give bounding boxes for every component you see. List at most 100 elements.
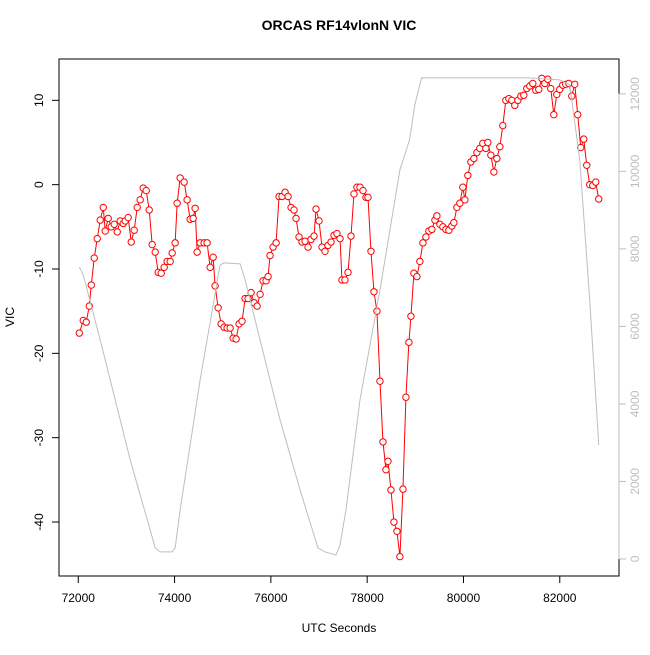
data-point — [387, 486, 395, 494]
data-point — [310, 232, 318, 240]
y-tick-label: 10 — [32, 93, 46, 107]
data-point — [193, 248, 201, 256]
y2-tick-label: 2000 — [628, 468, 642, 495]
data-point — [344, 268, 352, 277]
data-point — [496, 143, 504, 151]
data-point — [580, 135, 588, 143]
x-axis-label: UTC Seconds — [302, 621, 377, 635]
y2-tick-label: 10000 — [628, 154, 642, 188]
data-point — [327, 238, 335, 246]
data-point — [592, 178, 600, 186]
data-point — [264, 272, 272, 281]
data-point — [124, 213, 132, 222]
data-point — [166, 257, 174, 266]
data-point — [315, 217, 323, 225]
y2-tick-label: 4000 — [628, 390, 642, 417]
data-point — [292, 214, 300, 223]
data-point — [550, 110, 558, 119]
data-point — [133, 203, 141, 212]
data-point — [399, 485, 407, 493]
data-point — [422, 233, 430, 241]
data-point — [364, 193, 372, 202]
y2-tick-label: 6000 — [628, 313, 642, 340]
data-point — [493, 154, 501, 163]
y-axis-label: VIC — [3, 307, 17, 327]
data-point — [136, 196, 144, 204]
data-point — [574, 110, 582, 119]
data-point — [428, 225, 436, 234]
data-point — [189, 214, 197, 223]
data-point — [499, 121, 507, 130]
data-point — [290, 206, 298, 214]
data-point — [484, 138, 492, 147]
data-point — [232, 335, 240, 343]
data-point — [393, 527, 401, 536]
data-point — [173, 199, 181, 207]
data-point — [82, 318, 90, 326]
data-point — [304, 243, 312, 251]
chart-title: ORCAS RF14vlonN VIC — [262, 17, 417, 33]
data-point — [336, 234, 344, 243]
data-point — [456, 199, 464, 207]
data-point — [151, 248, 159, 256]
data-point — [110, 220, 118, 229]
data-point — [595, 195, 603, 203]
data-point — [209, 253, 217, 261]
y-tick-label: -40 — [32, 513, 46, 531]
data-point — [148, 240, 156, 249]
y-tick-label: -30 — [32, 429, 46, 447]
data-point — [272, 239, 280, 247]
y2-tick-label: 0 — [628, 555, 642, 562]
data-point — [214, 304, 222, 312]
data-point — [87, 281, 95, 289]
x-tick-label: 80000 — [447, 591, 481, 605]
data-point — [341, 276, 349, 284]
data-point — [535, 85, 543, 94]
data-point — [253, 302, 261, 310]
data-point — [160, 263, 168, 272]
data-point — [101, 227, 109, 235]
x-tick-label: 82000 — [543, 591, 577, 605]
data-point — [183, 196, 191, 204]
data-point — [416, 257, 424, 266]
data-point — [413, 272, 421, 281]
data-point — [350, 190, 358, 198]
data-point — [203, 239, 211, 247]
data-point — [321, 247, 329, 255]
data-point — [433, 212, 441, 220]
data-point — [390, 518, 398, 526]
data-point — [206, 263, 214, 272]
data-point — [384, 457, 392, 465]
x-tick-label: 74000 — [158, 591, 192, 605]
data-point — [370, 288, 378, 296]
x-tick-label: 76000 — [254, 591, 288, 605]
data-point — [396, 552, 404, 561]
data-point — [75, 329, 83, 337]
data-point — [312, 205, 320, 213]
y-tick-label: 0 — [32, 181, 46, 188]
data-point — [96, 216, 104, 224]
data-point — [104, 214, 112, 223]
data-point — [583, 161, 591, 169]
y2-tick-label: 12000 — [628, 77, 642, 111]
data-point — [127, 238, 135, 246]
data-point — [238, 317, 246, 325]
data-point — [407, 312, 415, 320]
data-point — [130, 226, 138, 234]
data-point — [145, 206, 153, 214]
data-point — [470, 154, 478, 163]
data-point — [284, 192, 292, 201]
data-point — [376, 377, 384, 385]
data-point — [461, 196, 469, 204]
data-point — [191, 204, 199, 212]
data-point — [93, 234, 101, 243]
data-point — [157, 269, 165, 277]
data-point — [90, 254, 98, 262]
data-point — [529, 79, 537, 88]
data-point — [367, 247, 375, 255]
data-point — [402, 393, 410, 401]
data-point — [171, 239, 179, 247]
data-point — [547, 84, 555, 93]
